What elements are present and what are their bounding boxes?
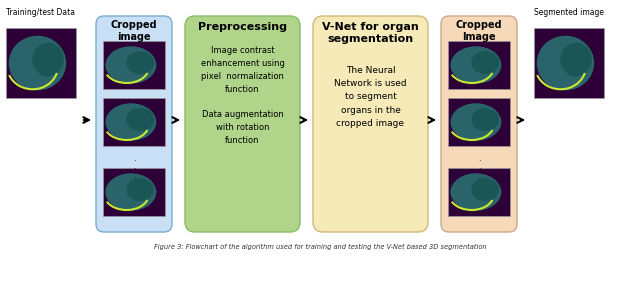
FancyBboxPatch shape [448, 41, 510, 89]
Ellipse shape [451, 103, 501, 141]
FancyBboxPatch shape [441, 16, 517, 232]
Text: Preprocessing: Preprocessing [198, 22, 287, 32]
Ellipse shape [9, 36, 66, 90]
Ellipse shape [537, 36, 594, 90]
Ellipse shape [560, 43, 592, 76]
Ellipse shape [32, 43, 64, 76]
FancyBboxPatch shape [6, 28, 76, 98]
Text: Training/test Data: Training/test Data [6, 8, 76, 17]
Ellipse shape [471, 178, 499, 201]
Text: Cropped
image: Cropped image [111, 20, 157, 41]
FancyBboxPatch shape [96, 16, 172, 232]
Text: Segmented image: Segmented image [534, 8, 604, 17]
FancyBboxPatch shape [103, 41, 165, 89]
Text: .
.
.: . . . [477, 154, 480, 179]
FancyBboxPatch shape [185, 16, 300, 232]
Text: Image contrast
enhancement using
pixel  normalization
function

Data augmentatio: Image contrast enhancement using pixel n… [200, 46, 284, 145]
Ellipse shape [126, 178, 154, 201]
Ellipse shape [471, 108, 499, 131]
Text: V-Net for organ
segmentation: V-Net for organ segmentation [322, 22, 419, 44]
Text: .
.
.: . . . [132, 154, 135, 179]
Ellipse shape [451, 46, 501, 84]
Text: The Neural
Network is used
to segment
organs in the
cropped image: The Neural Network is used to segment or… [334, 66, 407, 128]
FancyBboxPatch shape [103, 98, 165, 146]
FancyBboxPatch shape [534, 28, 604, 98]
FancyBboxPatch shape [103, 168, 165, 216]
Ellipse shape [106, 103, 156, 141]
Ellipse shape [106, 46, 156, 84]
FancyBboxPatch shape [448, 168, 510, 216]
Ellipse shape [451, 173, 501, 211]
Text: Figure 3: Flowchart of the algorithm used for training and testing the V-Net bas: Figure 3: Flowchart of the algorithm use… [154, 244, 486, 250]
FancyBboxPatch shape [448, 98, 510, 146]
Ellipse shape [471, 51, 499, 74]
Ellipse shape [126, 108, 154, 131]
FancyBboxPatch shape [313, 16, 428, 232]
Ellipse shape [106, 173, 156, 211]
Ellipse shape [126, 51, 154, 74]
Text: Cropped
Image: Cropped Image [456, 20, 502, 41]
